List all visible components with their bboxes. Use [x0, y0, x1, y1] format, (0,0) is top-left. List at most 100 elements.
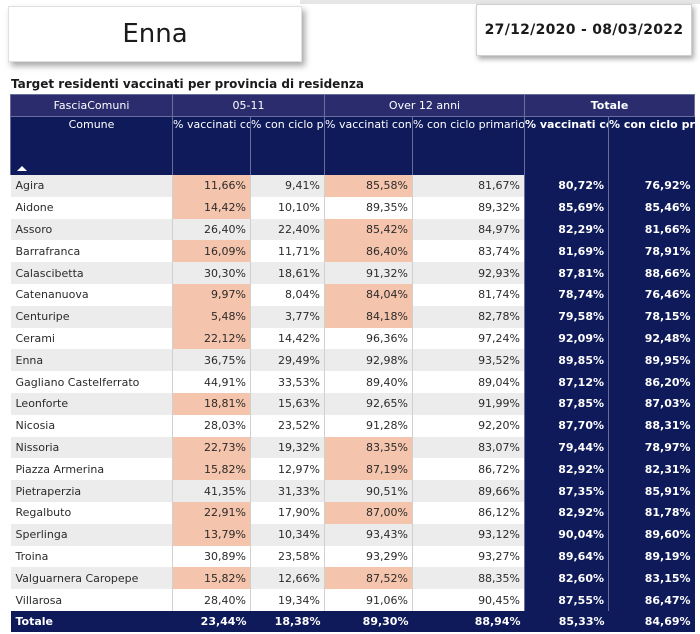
fascia-comuni-header[interactable]: FasciaComuni [10, 94, 173, 117]
percent-value-cell: 12,97% [250, 458, 325, 481]
percent-value-cell: 15,82% [172, 567, 251, 590]
percent-value-cell: 85,42% [324, 218, 413, 241]
percent-value-cell: 86,12% [411, 501, 525, 524]
totale-value-cell: 87,12% [524, 371, 609, 393]
percent-value-cell: 9,97% [172, 283, 251, 306]
percent-value-cell: 13,79% [172, 523, 251, 546]
table-row[interactable]: Nicosia 28,03% 23,52% 91,28% 92,20% 87,70% 88,… [10, 414, 695, 437]
column-header-0511-ciclo[interactable]: % con ciclo primario completato [250, 116, 325, 175]
totale-value-cell: 87,85% [524, 392, 609, 415]
table-body: Agira 11,66% 9,41% 85,58% 81,67% 80,72% 76,92%… [10, 175, 695, 611]
table-row[interactable]: Leonforte 18,81% 15,63% 92,65% 91,99% 87,85% 8… [10, 392, 695, 415]
percent-value-cell: 10,10% [250, 196, 325, 219]
percent-value-cell: 81,67% [411, 175, 525, 197]
percent-value-cell: 88,35% [411, 567, 525, 590]
table-row[interactable]: Pietraperzia 41,35% 31,33% 90,51% 89,66% 87,3… [10, 480, 695, 502]
table-row[interactable]: Nissoria 22,73% 19,32% 83,35% 83,07% 79,44% 78… [10, 436, 695, 459]
column-header-0511-dose[interactable]: % vaccinati con almeno una dose [172, 116, 251, 175]
percent-value-cell: 8,04% [250, 283, 325, 306]
table-row[interactable]: Assoro 26,40% 22,40% 85,42% 84,97% 82,29% 81,6… [10, 218, 695, 241]
date-range-card[interactable]: 27/12/2020 - 08/03/2022 [476, 4, 692, 56]
column-header-totale-ciclo[interactable]: % con ciclo primario completato [608, 116, 695, 175]
totale-value-cell: 78,97% [608, 436, 695, 459]
percent-value-cell: 18,61% [250, 262, 325, 284]
totale-value-cell: 81,69% [524, 240, 609, 263]
percent-value-cell: 84,97% [411, 218, 525, 241]
totale-value-cell: 89,64% [524, 545, 609, 568]
table-row[interactable]: Gagliano Castelferrato 44,91% 33,53% 89,40%… [10, 371, 695, 393]
totale-value-cell: 80,72% [524, 175, 609, 197]
percent-value-cell: 96,36% [324, 327, 413, 350]
comune-name-cell: Centuripe [10, 305, 173, 328]
percent-value-cell: 41,35% [172, 480, 251, 502]
column-header-totale-dose[interactable]: % vaccinati con almeno una dose [524, 116, 609, 175]
totale-value-cell: 87,03% [608, 392, 695, 415]
percent-value-cell: 90,45% [411, 589, 525, 611]
comune-name-cell: Catenanuova [10, 283, 173, 306]
percent-value-cell: 89,66% [411, 480, 525, 502]
totale-value-cell: 82,92% [524, 501, 609, 524]
percent-value-cell: 83,07% [411, 436, 525, 459]
percent-value-cell: 23,52% [250, 414, 325, 437]
percent-value-cell: 91,99% [411, 392, 525, 415]
percent-value-cell: 26,40% [172, 218, 251, 241]
percent-value-cell: 83,74% [411, 240, 525, 263]
percent-value-cell: 15,82% [172, 458, 251, 481]
total-cell: 88,94% [412, 610, 525, 632]
table-row[interactable]: Cerami 22,12% 14,42% 96,36% 97,24% 92,09% 92,4… [10, 327, 695, 350]
group-header-05-11: 05-11 [172, 94, 325, 117]
percent-value-cell: 90,51% [324, 480, 413, 502]
totale-value-cell: 82,60% [524, 567, 609, 590]
totale-value-cell: 88,66% [608, 262, 695, 284]
table-row[interactable]: Valguarnera Caropepe 15,82% 12,66% 87,52% 88… [10, 567, 695, 590]
comune-name-cell: Troina [10, 545, 173, 568]
percent-value-cell: 22,91% [172, 501, 251, 524]
total-cell: 23,44% [172, 610, 251, 632]
totale-value-cell: 85,46% [608, 196, 695, 219]
sort-ascending-icon[interactable] [17, 166, 27, 171]
totale-value-cell: 79,58% [524, 305, 609, 328]
column-header-over12-ciclo[interactable]: % con ciclo primario completato [411, 116, 525, 175]
percent-value-cell: 89,40% [324, 371, 413, 393]
percent-value-cell: 89,35% [324, 196, 413, 219]
comune-name-cell: Calascibetta [10, 262, 173, 284]
table-row[interactable]: Catenanuova 9,97% 8,04% 84,04% 81,74% 78,74% 7… [10, 283, 695, 306]
column-header-over12-dose[interactable]: % vaccinati con almeno una dose [324, 116, 413, 175]
percent-value-cell: 86,40% [324, 240, 413, 263]
table-row[interactable]: Piazza Armerina 15,82% 12,97% 87,19% 86,72% 8… [10, 458, 695, 481]
table-row[interactable]: Aidone 14,42% 10,10% 89,35% 89,32% 85,69% 85,4… [10, 196, 695, 219]
percent-value-cell: 12,66% [250, 567, 325, 590]
percent-value-cell: 17,90% [250, 501, 325, 524]
table-row[interactable]: Regalbuto 22,91% 17,90% 87,00% 86,12% 82,92% 8… [10, 501, 695, 524]
table-row[interactable]: Centuripe 5,48% 3,77% 84,18% 82,78% 79,58% 78,… [10, 305, 695, 328]
comune-name-cell: Gagliano Castelferrato [10, 371, 173, 393]
vaccination-table: FasciaComuni 05-11 Over 12 anni Totale C… [10, 94, 696, 632]
percent-value-cell: 28,40% [172, 589, 251, 611]
percent-value-cell: 91,28% [324, 414, 413, 437]
percent-value-cell: 92,98% [324, 349, 413, 372]
totale-value-cell: 85,69% [524, 196, 609, 219]
table-row[interactable]: Enna 36,75% 29,49% 92,98% 93,52% 89,85% 89,95% [10, 349, 695, 372]
totale-value-cell: 79,44% [524, 436, 609, 459]
table-row[interactable]: Agira 11,66% 9,41% 85,58% 81,67% 80,72% 76,92% [10, 175, 695, 197]
totale-value-cell: 76,92% [608, 175, 695, 197]
percent-value-cell: 82,78% [411, 305, 525, 328]
table-row[interactable]: Calascibetta 30,30% 18,61% 91,32% 92,93% 87,8… [10, 262, 695, 284]
totale-value-cell: 82,29% [524, 218, 609, 241]
percent-value-cell: 29,49% [250, 349, 325, 372]
totale-value-cell: 89,85% [524, 349, 609, 372]
comune-name-cell: Enna [10, 349, 173, 372]
totale-value-cell: 85,91% [608, 480, 695, 502]
table-row[interactable]: Sperlinga 13,79% 10,34% 93,43% 93,12% 90,04% 8… [10, 523, 695, 546]
table-row[interactable]: Barrafranca 16,09% 11,71% 86,40% 83,74% 81,69… [10, 240, 695, 263]
totale-value-cell: 78,74% [524, 283, 609, 306]
percent-value-cell: 16,09% [172, 240, 251, 263]
column-header-comune[interactable]: Comune [10, 116, 173, 175]
total-row: Totale 23,44% 18,38% 89,30% 88,94% 85,33… [10, 610, 695, 632]
table-row[interactable]: Troina 30,89% 23,58% 93,29% 93,27% 89,64% 89,1… [10, 545, 695, 568]
percent-value-cell: 36,75% [172, 349, 251, 372]
totale-value-cell: 76,46% [608, 283, 695, 306]
table-row[interactable]: Villarosa 28,40% 19,34% 91,06% 90,45% 87,55% 8… [10, 589, 695, 611]
percent-value-cell: 5,48% [172, 305, 251, 328]
totale-value-cell: 92,48% [608, 327, 695, 350]
